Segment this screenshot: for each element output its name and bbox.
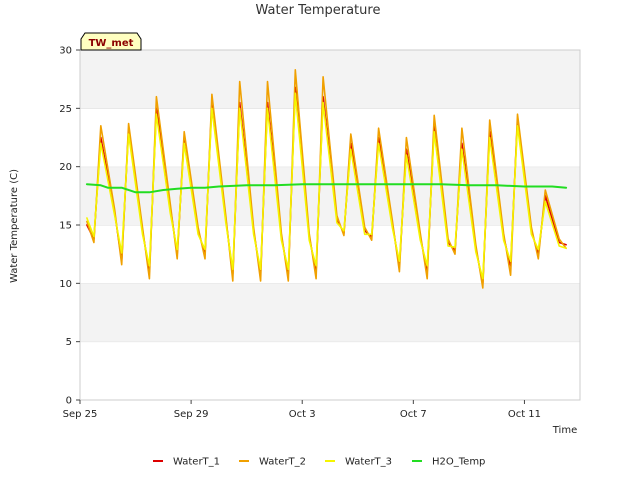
plot-band — [80, 341, 580, 400]
plot-band — [80, 283, 580, 342]
station-badge-box — [80, 32, 142, 51]
x-axis: Sep 25 Sep 29 Oct 3 Oct 7 Oct 11 — [63, 400, 541, 420]
x-tick-label: Sep 29 — [174, 409, 209, 420]
legend-label: WaterT_2 — [259, 457, 306, 468]
y-axis-title: Water Temperature (C) — [9, 169, 20, 283]
station-badge-label: TW_met — [89, 38, 134, 49]
series-line-h2o-temp — [85, 183, 568, 194]
plot-band — [80, 50, 580, 109]
chart-title: Water Temperature — [256, 3, 381, 18]
x-tick-label: Oct 3 — [289, 409, 316, 420]
x-tick-label: Oct 11 — [508, 409, 541, 420]
plot-band — [80, 225, 580, 284]
y-tick-label: 5 — [66, 337, 72, 348]
y-tick-label: 15 — [59, 221, 72, 232]
legend-label: H2O_Temp — [432, 457, 485, 468]
y-tick-label: 25 — [59, 104, 72, 115]
y-tick-label: 10 — [59, 279, 72, 290]
plot-band — [80, 166, 580, 225]
series-line-watert-3 — [86, 92, 567, 280]
x-axis-title: Time — [552, 425, 577, 436]
series-lines — [85, 69, 568, 289]
plot-background-bands — [80, 49, 580, 400]
legend-label: WaterT_1 — [173, 457, 220, 468]
station-badge: TW_met — [80, 32, 142, 51]
legend: WaterT_1 WaterT_2 WaterT_3 H2O_Temp — [153, 457, 485, 468]
x-tick-label: Sep 25 — [63, 409, 98, 420]
x-tick-label: Oct 7 — [400, 409, 427, 420]
legend-label: WaterT_3 — [345, 457, 392, 468]
y-tick-label: 30 — [59, 46, 72, 57]
y-axis: 0 5 10 15 20 25 30 — [59, 46, 80, 407]
y-tick-label: 20 — [59, 162, 72, 173]
y-tick-label: 0 — [66, 396, 72, 407]
